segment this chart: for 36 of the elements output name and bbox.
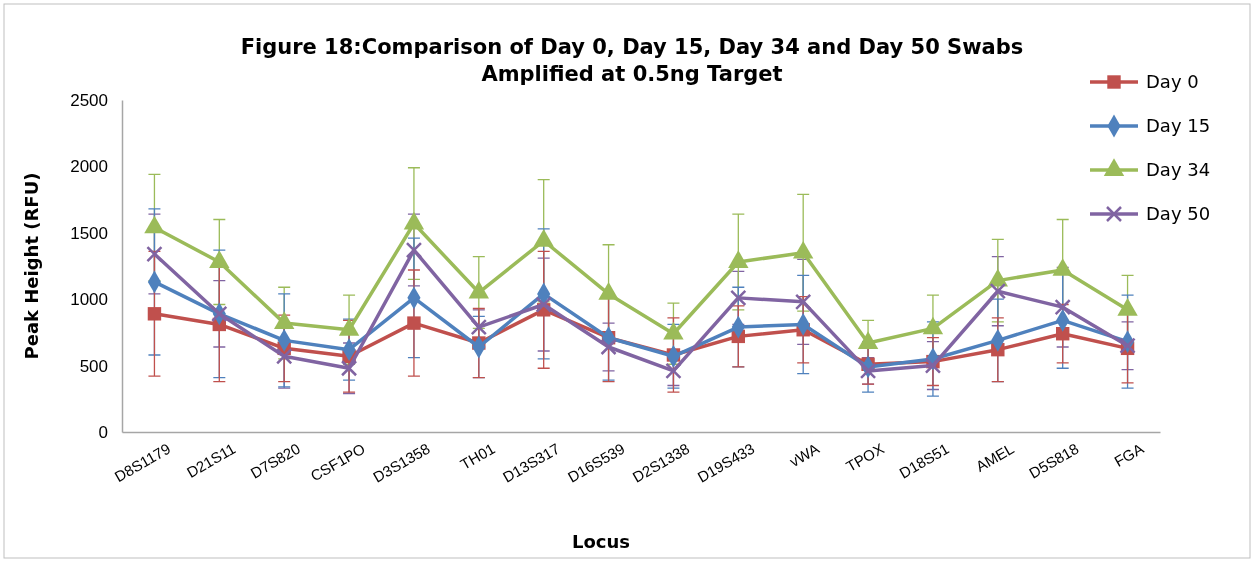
point	[665, 362, 682, 380]
point	[989, 282, 1007, 300]
point	[859, 362, 877, 380]
point	[1054, 298, 1071, 316]
x-tick-label: FGA	[1111, 439, 1147, 470]
y-tick-label: 2500	[70, 90, 108, 110]
point	[146, 245, 163, 263]
y-tick-label: 1000	[70, 290, 108, 310]
y-tick-label: 1500	[70, 223, 108, 243]
point	[1119, 337, 1136, 354]
point	[407, 316, 421, 330]
point	[340, 360, 358, 377]
point	[144, 215, 165, 234]
legend-label: Day 15	[1146, 115, 1211, 136]
point	[470, 318, 488, 336]
point	[794, 293, 812, 311]
y-tick-label: 500	[79, 356, 108, 376]
point	[600, 338, 617, 356]
x-axis-title: Locus	[571, 531, 631, 552]
legend-label: Day 50	[1146, 203, 1211, 224]
point	[730, 289, 747, 307]
x-tick-label: vWA	[786, 439, 823, 470]
legend-label: Day 0	[1146, 71, 1199, 92]
point	[405, 241, 423, 259]
point	[147, 307, 162, 321]
point	[924, 357, 942, 374]
y-axis-title: Peak Height (RFU)	[21, 172, 42, 360]
y-tick-label: 2000	[70, 157, 108, 177]
chart-title: Figure 18:Comparison of Day 0, Day 15, Day 34 and Day 50 Swabs Amplified at 0.5ng Target	[240, 35, 1024, 86]
point	[535, 296, 552, 313]
point	[533, 229, 554, 247]
point	[275, 348, 293, 365]
legend-label: Day 34	[1146, 159, 1211, 180]
point	[403, 211, 425, 230]
x-tick-label: TH01	[457, 439, 498, 473]
y-tick-label: 0	[98, 422, 108, 442]
